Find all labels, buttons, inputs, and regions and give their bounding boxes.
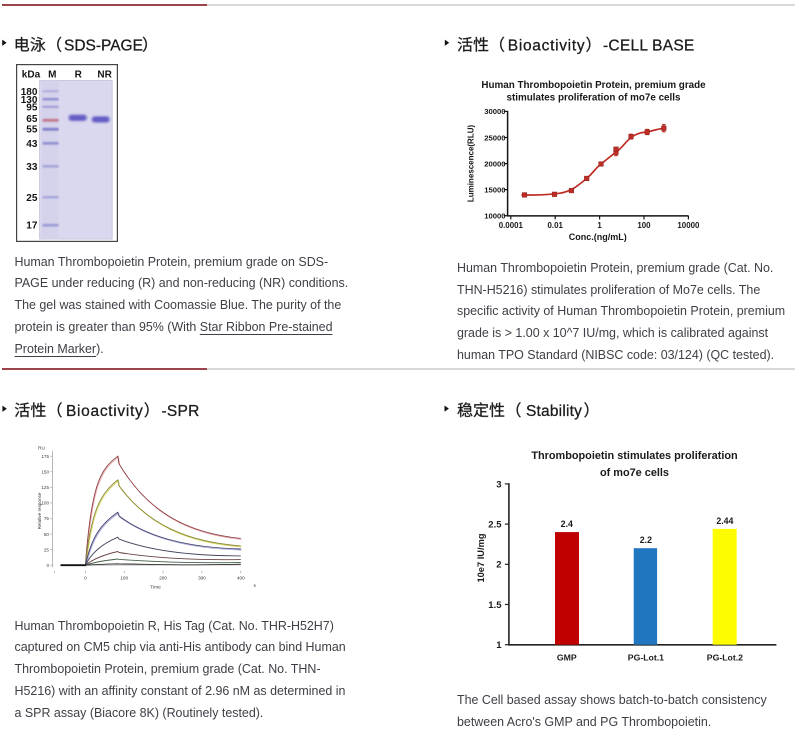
svg-text:2: 2 — [496, 560, 501, 571]
svg-text:100: 100 — [41, 501, 49, 506]
svg-text:Bioactivity: Bioactivity — [508, 37, 585, 54]
svg-text:130: 130 — [21, 95, 38, 106]
svg-text:0.0001: 0.0001 — [499, 221, 524, 230]
svg-text:10000: 10000 — [677, 221, 700, 230]
svg-text:Relative response: Relative response — [37, 492, 42, 529]
svg-text:0.01: 0.01 — [548, 221, 564, 230]
svg-text:10e7 IU/mg: 10e7 IU/mg — [476, 533, 486, 582]
svg-text:Thrombopoietin stimulates prol: Thrombopoietin stimulates proliferation — [531, 450, 737, 462]
svg-text:95: 95 — [26, 102, 38, 113]
svg-text:PG-Lot.2: PG-Lot.2 — [707, 653, 743, 663]
svg-text:55: 55 — [26, 125, 38, 136]
svg-text:25: 25 — [26, 193, 38, 204]
svg-text:65: 65 — [26, 114, 38, 125]
svg-text:0: 0 — [46, 563, 49, 568]
svg-text:Stability: Stability — [526, 403, 582, 420]
svg-text:33: 33 — [26, 162, 38, 173]
svg-text:0: 0 — [84, 575, 87, 580]
svg-text:300: 300 — [198, 575, 206, 580]
svg-text:s: s — [254, 584, 257, 589]
svg-text:10000: 10000 — [484, 212, 505, 221]
svg-text:43: 43 — [26, 139, 38, 150]
svg-text:2.2: 2.2 — [640, 535, 652, 545]
svg-text:25000: 25000 — [484, 133, 505, 142]
svg-text:1: 1 — [597, 221, 602, 230]
svg-text:SDS-PAGE: SDS-PAGE — [64, 37, 143, 54]
svg-text:3: 3 — [496, 479, 501, 490]
svg-text:M: M — [48, 70, 56, 81]
svg-text:30000: 30000 — [484, 107, 505, 116]
svg-text:125: 125 — [41, 485, 49, 490]
svg-text:1: 1 — [496, 640, 502, 651]
svg-text:R: R — [75, 70, 83, 81]
svg-text:25: 25 — [44, 547, 50, 552]
svg-text:stimulates proliferation of mo: stimulates proliferation of mo7e cells — [507, 93, 681, 104]
svg-text:Conc.(ng/mL): Conc.(ng/mL) — [569, 232, 627, 242]
svg-text:2.44: 2.44 — [716, 516, 733, 526]
svg-text:Bioactivity: Bioactivity — [66, 403, 143, 420]
svg-text:20000: 20000 — [484, 159, 505, 168]
svg-text:175: 175 — [41, 454, 49, 459]
svg-text:100: 100 — [637, 221, 651, 230]
svg-text:-SPR: -SPR — [162, 403, 200, 420]
svg-text:RU: RU — [38, 446, 45, 452]
svg-text:180: 180 — [21, 87, 38, 98]
svg-text:-CELL BASE: -CELL BASE — [603, 37, 695, 54]
svg-text:400: 400 — [237, 575, 245, 580]
svg-text:kDa: kDa — [22, 70, 41, 81]
svg-text:PG-Lot.1: PG-Lot.1 — [628, 653, 664, 663]
svg-text:of mo7e cells: of mo7e cells — [600, 467, 669, 479]
svg-text:200: 200 — [159, 575, 167, 580]
svg-text:75: 75 — [44, 516, 50, 521]
svg-text:Human Thrombopoietin Protein,: Human Thrombopoietin Protein, premium gr… — [481, 80, 706, 91]
svg-text:50: 50 — [44, 532, 50, 537]
svg-text:2.4: 2.4 — [561, 519, 573, 529]
svg-text:15000: 15000 — [484, 185, 505, 194]
svg-text:Time: Time — [150, 584, 161, 590]
svg-text:NR: NR — [97, 70, 112, 81]
svg-text:GMP: GMP — [557, 653, 577, 663]
svg-text:Luminescence(RLU): Luminescence(RLU) — [466, 124, 475, 202]
svg-text:150: 150 — [41, 469, 49, 474]
svg-text:17: 17 — [26, 221, 38, 232]
svg-text:1.5: 1.5 — [488, 600, 502, 611]
svg-text:100: 100 — [120, 575, 128, 580]
svg-text:2.5: 2.5 — [488, 520, 502, 531]
